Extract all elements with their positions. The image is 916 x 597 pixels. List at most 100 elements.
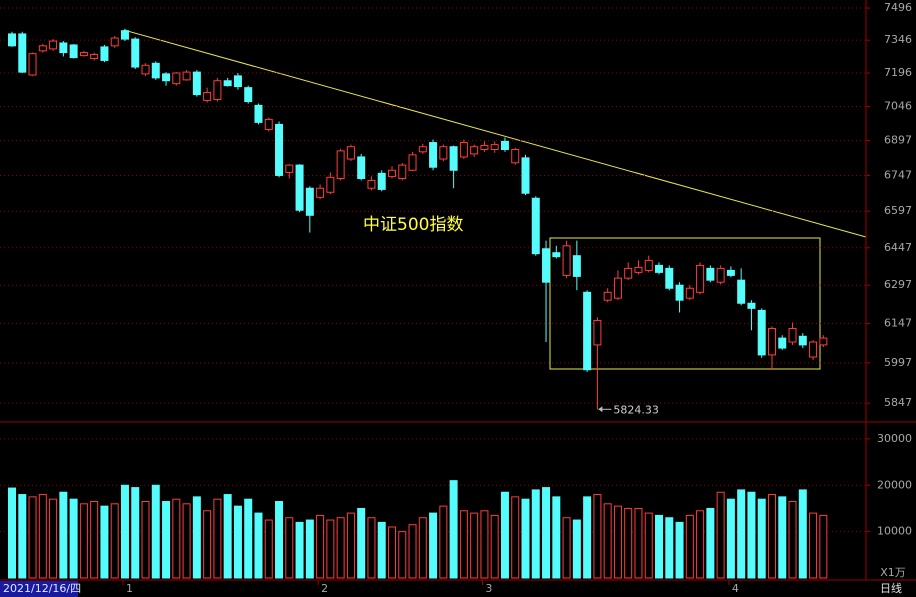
volume-bar xyxy=(685,514,694,579)
candle-body xyxy=(336,150,345,180)
candle-body xyxy=(583,291,592,371)
candle-body xyxy=(624,267,633,279)
volume-bar xyxy=(336,517,345,579)
volume-bar xyxy=(429,512,438,579)
candle-body xyxy=(767,327,776,356)
candle-body xyxy=(459,142,468,158)
volume-bar xyxy=(295,521,304,579)
volume-bar xyxy=(49,498,58,579)
y-tick-label: 6747 xyxy=(884,168,912,181)
candle-body xyxy=(675,284,684,301)
candle-body xyxy=(213,80,222,101)
y-tick-label: 6447 xyxy=(884,241,912,254)
candle-body xyxy=(788,327,797,343)
annotation-arrowhead xyxy=(598,406,603,413)
volume-bar xyxy=(275,501,284,579)
candle-body xyxy=(706,267,715,281)
candle-body xyxy=(151,62,160,79)
volume-bar xyxy=(706,507,715,579)
volume-bar xyxy=(593,494,602,579)
candle-body xyxy=(542,248,551,283)
candle-body xyxy=(141,64,150,75)
volume-bar xyxy=(552,496,561,579)
candle-body xyxy=(8,33,16,47)
chart-title: 中证500指数 xyxy=(363,215,463,235)
volume-bar xyxy=(644,512,653,579)
candle-body xyxy=(49,40,58,50)
volume-bar xyxy=(182,503,191,579)
candle-body xyxy=(264,118,273,130)
candle-body xyxy=(367,179,376,189)
volume-bar xyxy=(8,487,16,579)
x-tick-label: 2 xyxy=(321,582,328,595)
candle-body xyxy=(665,267,674,289)
range-box xyxy=(549,237,821,370)
candle-body xyxy=(480,145,489,150)
volume-bar xyxy=(449,480,458,579)
candle-body xyxy=(90,54,99,59)
volume-bar xyxy=(655,514,664,579)
volume-bar xyxy=(90,501,99,579)
volume-bar xyxy=(809,512,818,579)
volume-bar xyxy=(778,496,787,579)
candle-body xyxy=(634,266,643,273)
candle-body xyxy=(110,37,119,47)
volume-bar xyxy=(418,517,427,579)
candle-body xyxy=(233,75,242,88)
unit-label: X1万 xyxy=(880,566,906,579)
candle-body xyxy=(295,164,304,211)
volume-bar xyxy=(192,496,201,579)
volume-bar xyxy=(264,519,273,579)
candle-body xyxy=(511,148,520,164)
volume-bar xyxy=(408,524,417,579)
candle-body xyxy=(716,267,725,283)
candle-body xyxy=(757,309,766,356)
candle-body xyxy=(254,104,263,123)
volume-bar xyxy=(624,507,633,579)
volume-bar xyxy=(377,521,386,579)
volume-bar xyxy=(726,498,735,579)
volume-bar xyxy=(69,498,78,579)
candle-body xyxy=(305,187,314,216)
volume-bar xyxy=(162,501,171,579)
x-tick-label: 2021/12/16/四 xyxy=(3,582,81,595)
x-tick-label: 3 xyxy=(485,582,492,595)
y-tick-label: 5847 xyxy=(884,396,912,409)
candle-body xyxy=(798,335,807,346)
candle-body xyxy=(490,144,499,150)
volume-bar xyxy=(326,519,335,579)
volume-bar xyxy=(387,526,396,579)
volume-bar xyxy=(244,498,253,579)
candle-body xyxy=(377,172,386,190)
y-tick-label: 10000 xyxy=(877,525,912,538)
candle-body xyxy=(531,197,540,255)
candle-body xyxy=(172,72,181,85)
y-tick-label: 20000 xyxy=(877,478,912,491)
candle-body xyxy=(223,80,232,87)
y-tick-label: 7196 xyxy=(884,66,912,79)
volume-bar xyxy=(696,510,705,579)
candle-body xyxy=(470,146,479,155)
volume-bar xyxy=(613,505,622,579)
candle-body xyxy=(398,164,407,180)
candle-body xyxy=(809,341,818,358)
candle-body xyxy=(79,52,88,57)
candle-body xyxy=(737,279,746,304)
volume-bar xyxy=(459,510,468,579)
volume-bar xyxy=(788,501,797,579)
volume-bar xyxy=(285,517,294,579)
volume-bar xyxy=(747,491,756,579)
candle-body xyxy=(439,146,448,160)
candle-body xyxy=(408,154,417,171)
candle-body xyxy=(552,252,561,258)
y-tick-label: 30000 xyxy=(877,432,912,445)
candle-body xyxy=(521,157,530,194)
candle-body xyxy=(696,264,705,293)
volume-bar xyxy=(716,491,725,579)
y-tick-label: 5997 xyxy=(884,356,912,369)
y-tick-label: 7046 xyxy=(884,99,912,112)
y-tick-label: 6147 xyxy=(884,317,912,330)
volume-bar xyxy=(28,496,37,579)
volume-bar xyxy=(634,507,643,579)
